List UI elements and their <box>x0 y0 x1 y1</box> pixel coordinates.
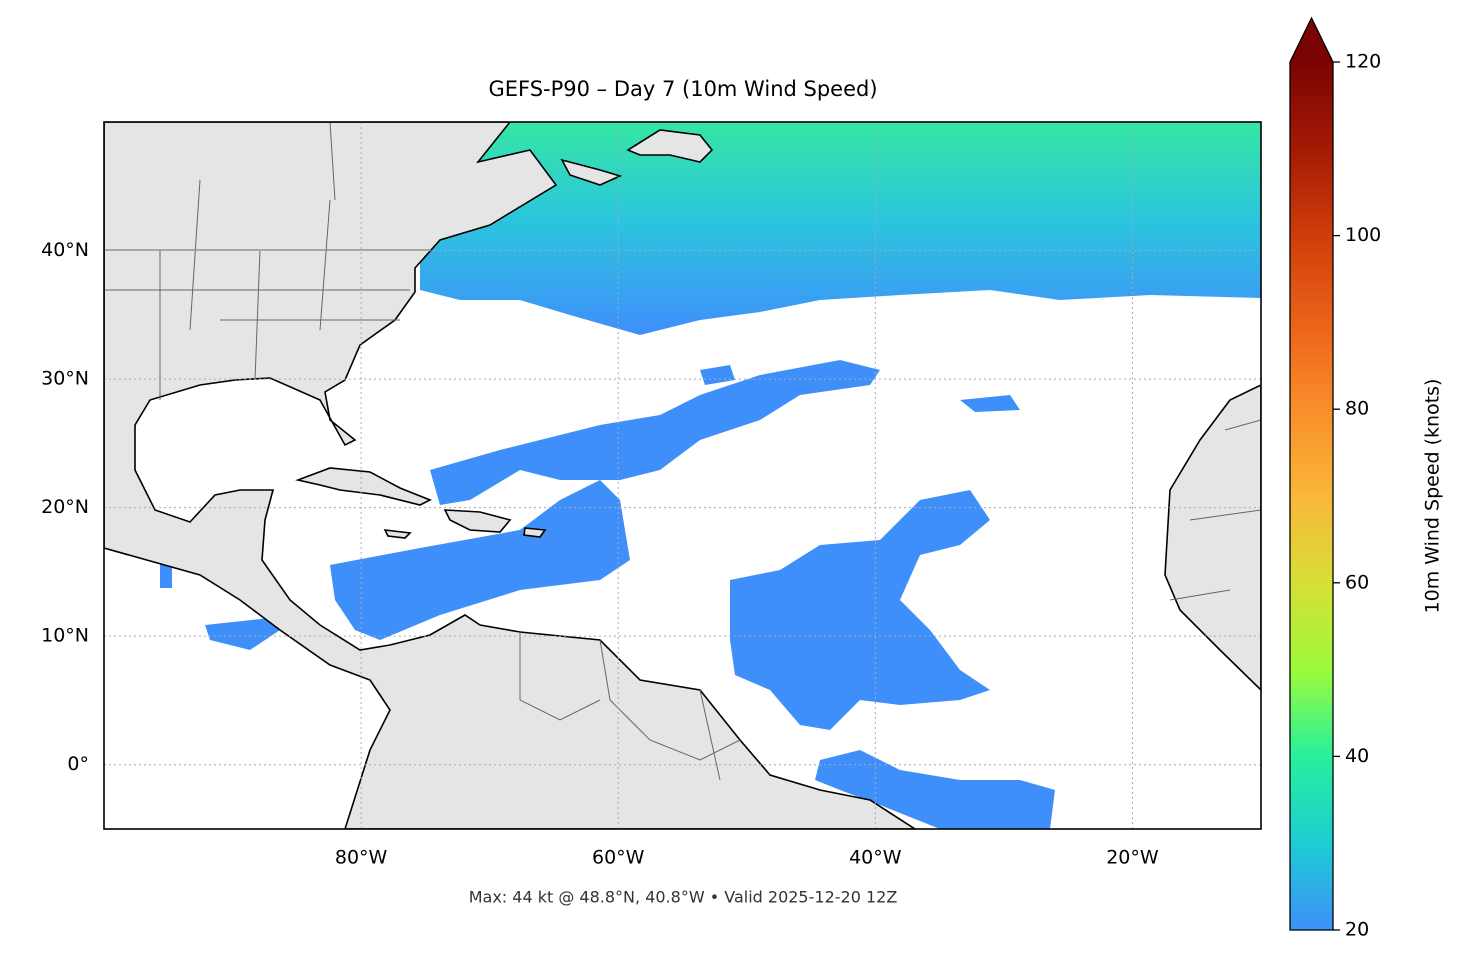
colorbar-extend <box>1290 18 1333 62</box>
y-tick-label: 40°N <box>41 239 89 261</box>
colorbar-tick-label: 60 <box>1345 571 1369 593</box>
x-tick-label: 20°W <box>1106 847 1159 869</box>
colorbar-tick-label: 120 <box>1345 51 1381 73</box>
footnote: Max: 44 kt @ 48.8°N, 40.8°W • Valid 2025… <box>469 888 898 907</box>
colorbar-tick-label: 40 <box>1345 745 1369 767</box>
y-tick-label: 0° <box>67 753 89 775</box>
land <box>104 122 1261 829</box>
colorbar-tick-label: 100 <box>1345 224 1381 246</box>
map-area <box>104 122 1261 829</box>
axis-labels: 80°W 60°W 40°W 20°W 0° 10°N 20°N 30°N 40°N <box>41 239 1159 868</box>
x-tick-label: 60°W <box>592 847 645 869</box>
x-tick-label: 80°W <box>335 847 388 869</box>
colorbar-tick-label: 20 <box>1345 919 1369 941</box>
colorbar-gradient <box>1290 62 1333 930</box>
y-tick-label: 30°N <box>41 368 89 390</box>
colorbar-label: 10m Wind Speed (knots) <box>1422 379 1444 614</box>
y-tick-label: 20°N <box>41 496 89 518</box>
colorbar-frame <box>1289 16 1334 931</box>
borders <box>104 122 1261 781</box>
colorbar-tick-label: 80 <box>1345 398 1369 420</box>
wind-field <box>125 122 1261 829</box>
y-tick-label: 10°N <box>41 625 89 647</box>
map-frame <box>103 121 1262 830</box>
title: GEFS-P90 – Day 7 (10m Wind Speed) <box>488 77 877 101</box>
colorbar: 20 40 60 80 100 120 <box>1289 16 1381 941</box>
x-tick-label: 40°W <box>849 847 902 869</box>
